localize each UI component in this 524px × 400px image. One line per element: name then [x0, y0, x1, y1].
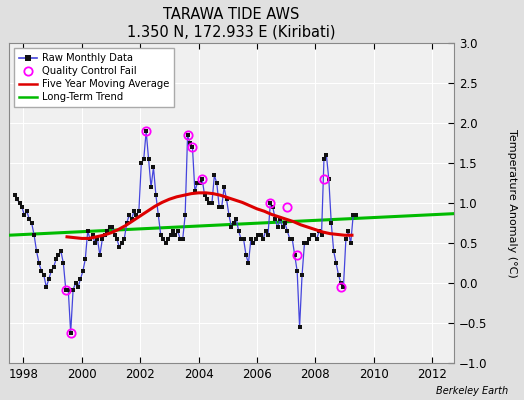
Text: Berkeley Earth: Berkeley Earth — [436, 386, 508, 396]
Legend: Raw Monthly Data, Quality Control Fail, Five Year Moving Average, Long-Term Tren: Raw Monthly Data, Quality Control Fail, … — [14, 48, 174, 107]
Y-axis label: Temperature Anomaly (°C): Temperature Anomaly (°C) — [507, 129, 517, 278]
Title: TARAWA TIDE AWS
1.350 N, 172.933 E (Kiribati): TARAWA TIDE AWS 1.350 N, 172.933 E (Kiri… — [127, 7, 336, 39]
